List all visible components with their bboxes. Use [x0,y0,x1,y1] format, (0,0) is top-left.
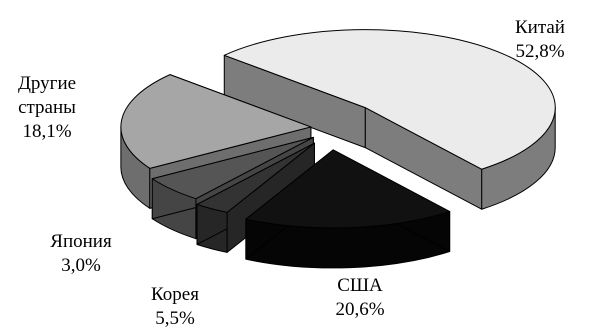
pie-slice-usa-top [120,74,312,169]
label-japan: Япония 3,0% [31,230,131,278]
label-korea-value: 5,5% [155,308,195,329]
label-japan-value: 3,0% [61,255,101,276]
label-china-value: 52,8% [515,41,565,62]
label-other-name-2: страны [18,97,76,118]
label-korea: Корея 5,5% [135,283,215,331]
label-usa-value: 20,6% [335,299,385,320]
label-other: Другие страны 18,1% [0,72,97,144]
pie-slice-other [245,149,451,269]
pie-slice-japan-top [196,142,315,213]
label-korea-name: Корея [151,284,199,305]
pie-slice-other-top [245,149,451,229]
pie-slice-china-top [223,29,556,170]
pie-slice-korea-top [151,136,314,200]
label-usa: США 20,6% [320,274,400,322]
label-other-name-1: Другие [17,73,77,94]
label-japan-name: Япония [50,231,112,252]
label-other-value: 18,1% [22,121,72,142]
label-china-name: Китай [515,17,565,38]
label-china: Китай 52,8% [500,16,580,64]
label-usa-name: США [337,275,383,296]
